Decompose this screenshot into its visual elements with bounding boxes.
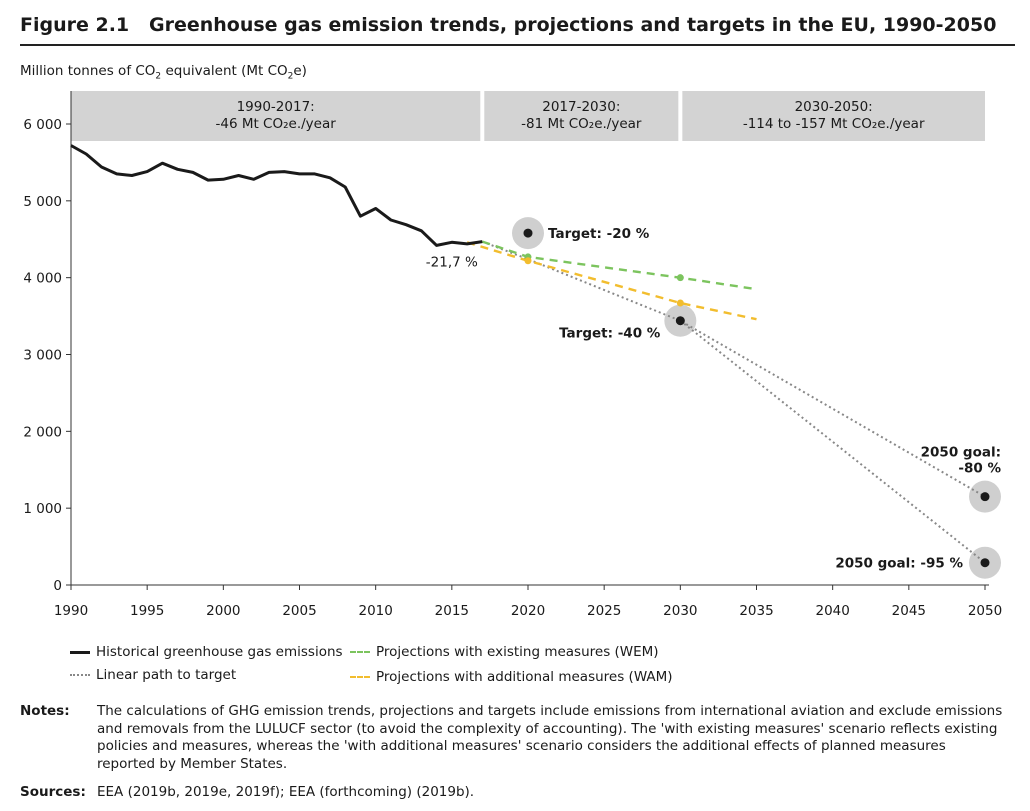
series-line-linear-path-to-target-95	[679, 319, 986, 564]
x-tick-label: 2010	[358, 603, 392, 619]
target-point-4	[980, 558, 990, 568]
legend-historical-label: Historical greenhouse gas emissions	[96, 644, 343, 660]
period-rate-2: -81 Mt CO₂e./year	[521, 116, 642, 132]
legend-path-label: Linear path to target	[96, 667, 237, 683]
target-point-3	[980, 492, 990, 502]
notes-text: The calculations of GHG emission trends,…	[97, 703, 1003, 772]
y-tick-label: 3 000	[23, 348, 62, 364]
y-tick-label: 2 000	[23, 424, 62, 440]
legend-wem-label: Projections with existing measures (WEM)	[376, 644, 659, 660]
y-tick-label: 6 000	[23, 117, 62, 133]
x-tick-label: 2040	[815, 603, 849, 619]
notes-label: Notes:	[20, 703, 70, 719]
series-line-historical-greenhouse-gas-emissions	[70, 144, 483, 247]
y-axis-unit-label: Million tonnes of CO2 equivalent (Mt CO2…	[20, 63, 307, 82]
y-tick-label: 1 000	[23, 501, 62, 517]
sources-label: Sources:	[20, 784, 86, 800]
figure-title: Greenhouse gas emission trends, projecti…	[149, 14, 997, 36]
figure-number: Figure 2.1	[20, 14, 130, 36]
series-line-projections-with-existing-measures-wem	[481, 240, 757, 291]
series-point-4	[676, 299, 684, 307]
legend-wam: Projections with additional measures (WA…	[350, 669, 673, 685]
x-tick-label: 2000	[206, 603, 240, 619]
target-label-2: Target: -40 %	[559, 326, 661, 342]
legend-historical: Historical greenhouse gas emissions	[70, 644, 343, 660]
period-label-3: 2030-2050:	[795, 99, 873, 115]
x-tick-label: 2015	[435, 603, 469, 619]
x-tick-label: 2050	[968, 603, 1002, 619]
legend-wam-label: Projections with additional measures (WA…	[376, 669, 673, 685]
series-point-2	[676, 274, 684, 282]
legend-path-swatch	[70, 674, 90, 676]
x-tick-label: 1995	[130, 603, 164, 619]
x-tick-label: 1990	[54, 603, 88, 619]
series-line-linear-path-to-target	[481, 240, 986, 498]
x-tick-label: 2005	[282, 603, 316, 619]
target-point-2	[675, 316, 685, 326]
sources-text: EEA (2019b, 2019e, 2019f); EEA (forthcom…	[97, 784, 475, 800]
series-point-3	[524, 257, 532, 265]
x-tick-label: 2030	[663, 603, 697, 619]
legend-path: Linear path to target	[70, 667, 236, 683]
target-label-1: Target: -20 %	[548, 226, 650, 242]
period-rate-1: -46 Mt CO₂e./year	[215, 116, 336, 132]
target-point-1	[523, 228, 533, 238]
y-tick-label: 5 000	[23, 194, 62, 210]
legend-historical-swatch	[70, 650, 90, 654]
period-box-1	[71, 91, 481, 141]
x-tick-label: 2020	[511, 603, 545, 619]
x-tick-label: 2025	[587, 603, 621, 619]
target-label-3: 2050 goal:	[921, 445, 1001, 461]
period-label-1: 1990-2017:	[237, 99, 315, 115]
emissions-chart: 1990-2017:-46 Mt CO₂e./year 2017-2030:-81…	[23, 91, 1002, 619]
series-line-projections-with-additional-measures-wam	[466, 241, 757, 321]
period-label-2: 2017-2030:	[542, 99, 620, 115]
figure-header: Figure 2.1 Greenhouse gas emission trend…	[20, 10, 1015, 46]
target-label-4: 2050 goal: -95 %	[835, 556, 963, 572]
period-box-2	[484, 91, 679, 141]
legend-wam-swatch	[350, 676, 370, 678]
period-box-3	[682, 91, 985, 141]
y-tick-label: 4 000	[23, 271, 62, 287]
x-tick-label: 2045	[892, 603, 926, 619]
target-label-3-b: -80 %	[958, 461, 1001, 477]
legend-wem-swatch	[350, 651, 370, 653]
annotation-1: -21,7 %	[426, 254, 478, 270]
x-tick-label: 2035	[739, 603, 773, 619]
legend-wem: Projections with existing measures (WEM)	[350, 644, 659, 660]
y-tick-label: 0	[53, 578, 62, 594]
period-rate-3: -114 to -157 Mt CO₂e./year	[743, 116, 925, 132]
